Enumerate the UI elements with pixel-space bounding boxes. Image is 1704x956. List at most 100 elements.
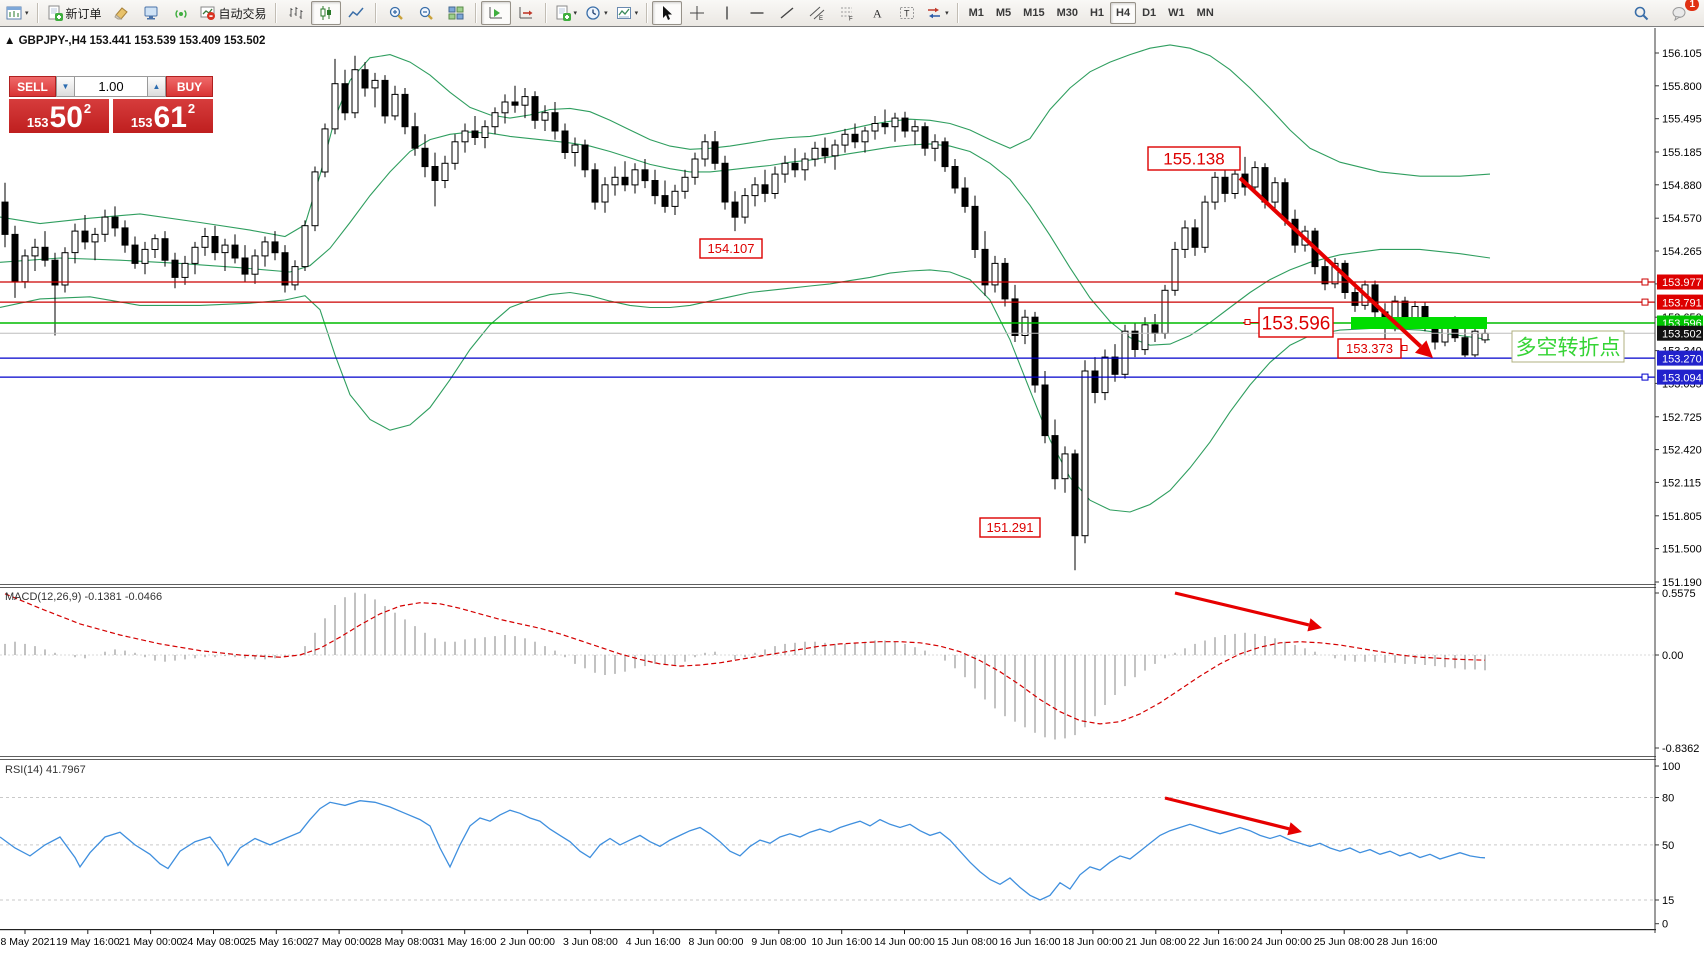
templates-button[interactable]: ▾ xyxy=(612,1,643,25)
svg-text:153.791: 153.791 xyxy=(1662,297,1702,309)
volume-decrease-button[interactable]: ▼ xyxy=(56,76,75,97)
price-annotations[interactable]: 155.138 154.107 153.596 153.373 151.291 多空转折点 xyxy=(699,146,1625,538)
svg-text:25 Jun 08:00: 25 Jun 08:00 xyxy=(1314,936,1375,948)
trend-arrows[interactable] xyxy=(1164,176,1433,836)
line-chart-button[interactable] xyxy=(341,1,371,25)
svg-text:-0.8362: -0.8362 xyxy=(1662,743,1699,755)
timeframe-MN[interactable]: MN xyxy=(1196,7,1214,19)
svg-text:28 Jun 16:00: 28 Jun 16:00 xyxy=(1377,936,1438,948)
text-button[interactable]: A xyxy=(862,1,892,25)
time-axis[interactable]: 18 May 2021 19 May 16:00 21 May 00:00 24 Ma… xyxy=(0,930,1438,948)
new-chart-button-icon xyxy=(6,5,22,21)
buy-price-pips: 61 xyxy=(153,101,187,134)
svg-text:155.495: 155.495 xyxy=(1662,114,1702,126)
svg-text:14 Jun 00:00: 14 Jun 00:00 xyxy=(874,936,935,948)
buy-price[interactable]: 153 61 2 xyxy=(113,99,213,133)
svg-text:31 May 16:00: 31 May 16:00 xyxy=(433,936,497,948)
svg-text:A: A xyxy=(873,7,882,21)
timeframe-H4[interactable]: H4 xyxy=(1110,2,1137,24)
indicators-button[interactable]: ▾ xyxy=(551,1,582,25)
svg-text:▲ GBPJPY-,H4 153.441 153.539: ▲ GBPJPY-,H4 153.441 153.539 153.409 153… xyxy=(4,35,265,47)
svg-text:0.00: 0.00 xyxy=(1662,650,1683,662)
eraser-button-icon xyxy=(113,5,129,21)
auto-trading-button[interactable]: 自动交易 xyxy=(196,1,271,25)
candle-chart-button[interactable] xyxy=(310,1,341,25)
text-button-icon: A xyxy=(869,5,885,21)
channel-button[interactable]: E xyxy=(802,1,832,25)
eraser-button[interactable] xyxy=(106,1,136,25)
toolbar-separator xyxy=(274,3,277,23)
new-order-button[interactable]: 新订单 xyxy=(43,1,106,25)
svg-text:0.5575: 0.5575 xyxy=(1662,588,1696,600)
horizontal-line-button[interactable] xyxy=(742,1,772,25)
bar-chart-button-icon xyxy=(288,5,304,21)
svg-text:151.805: 151.805 xyxy=(1662,511,1702,523)
periods-button[interactable]: ▾ xyxy=(581,1,612,25)
svg-text:153.270: 153.270 xyxy=(1662,353,1702,365)
horizontal-line-button-icon xyxy=(749,5,765,21)
sell-price[interactable]: 153 50 2 xyxy=(9,99,109,133)
svg-text:0: 0 xyxy=(1662,919,1668,931)
crosshair-button[interactable] xyxy=(682,1,712,25)
tile-windows-button[interactable] xyxy=(441,1,471,25)
svg-text:24 May 08:00: 24 May 08:00 xyxy=(182,936,246,948)
dropdown-caret-icon: ▾ xyxy=(945,10,949,17)
chart-window[interactable]: SELL ▼ ▲ BUY 153 50 2 153 61 2 155.13815… xyxy=(0,28,1704,951)
timeframe-M15[interactable]: M15 xyxy=(1023,7,1045,19)
signals-button[interactable] xyxy=(166,1,196,25)
profiles-button[interactable] xyxy=(136,1,166,25)
chart-canvas[interactable]: 155.138 154.107 153.596 153.373 151.291 多空转折点… xyxy=(0,28,1704,956)
svg-text:153.094: 153.094 xyxy=(1662,372,1702,384)
buy-price-big-figure: 153 xyxy=(130,115,153,130)
search-icon[interactable] xyxy=(1626,1,1656,25)
zoom-in-button[interactable] xyxy=(381,1,411,25)
chart-shift-button[interactable] xyxy=(511,1,541,25)
shapes-button[interactable]: ▾ xyxy=(922,1,953,25)
toolbar-separator xyxy=(36,3,39,23)
support-zone-highlight[interactable] xyxy=(1351,317,1487,329)
label-button[interactable]: T xyxy=(892,1,922,25)
svg-text:25 May 16:00: 25 May 16:00 xyxy=(244,936,308,948)
cursor-button[interactable] xyxy=(652,1,683,25)
zoom-out-button[interactable] xyxy=(411,1,441,25)
zoom-out-button-icon xyxy=(418,5,434,21)
buy-button[interactable]: BUY xyxy=(166,76,213,97)
vertical-line-button[interactable] xyxy=(712,1,742,25)
toolbar-separator xyxy=(374,3,377,23)
notifications-icon[interactable]: 1 xyxy=(1664,0,1699,25)
timeframe-M1[interactable]: M1 xyxy=(968,7,984,19)
svg-text:151.291: 151.291 xyxy=(987,520,1034,535)
toolbar-separator xyxy=(544,3,547,23)
timeframe-D1[interactable]: D1 xyxy=(1142,7,1157,19)
svg-text:151.190: 151.190 xyxy=(1662,577,1702,589)
fibonacci-button[interactable]: F xyxy=(832,1,862,25)
trading-chart[interactable]: 155.138 154.107 153.596 153.373 151.291 多空转折点… xyxy=(0,28,1704,951)
sell-price-point: 2 xyxy=(83,101,92,116)
svg-text:RSI(14) 41.7967: RSI(14) 41.7967 xyxy=(5,764,86,776)
svg-text:4 Jun 16:00: 4 Jun 16:00 xyxy=(626,936,681,948)
timeframe-H1[interactable]: H1 xyxy=(1089,7,1105,19)
timeframe-M5[interactable]: M5 xyxy=(995,7,1012,19)
cursor-button-icon xyxy=(659,5,675,21)
timeframe-W1[interactable]: W1 xyxy=(1168,7,1185,19)
svg-text:50: 50 xyxy=(1662,840,1674,852)
candle-chart-button-icon xyxy=(318,5,334,21)
svg-text:21 Jun 08:00: 21 Jun 08:00 xyxy=(1125,936,1186,948)
price-axis[interactable]: 156.105 155.800 155.495 155.185 154.880 154.5… xyxy=(1654,28,1704,951)
sell-price-pips: 50 xyxy=(49,101,83,134)
sell-button[interactable]: SELL xyxy=(9,76,56,97)
bar-chart-button[interactable] xyxy=(281,1,311,25)
cn-note-box xyxy=(1511,330,1625,363)
timeframe-M30[interactable]: M30 xyxy=(1056,7,1078,19)
trendline-button[interactable] xyxy=(772,1,802,25)
volume-increase-button[interactable]: ▲ xyxy=(147,76,166,97)
svg-text:28 May 08:00: 28 May 08:00 xyxy=(370,936,434,948)
new-chart-button[interactable]: ▾ xyxy=(2,1,33,25)
volume-input[interactable] xyxy=(75,76,147,97)
sell-price-big-figure: 153 xyxy=(26,115,49,130)
svg-text:154.265: 154.265 xyxy=(1662,246,1702,258)
svg-text:18 Jun 00:00: 18 Jun 00:00 xyxy=(1063,936,1124,948)
auto-scroll-button[interactable] xyxy=(480,1,511,25)
chart-shift-button-icon xyxy=(518,5,534,21)
rsi-indicator xyxy=(0,797,1655,901)
